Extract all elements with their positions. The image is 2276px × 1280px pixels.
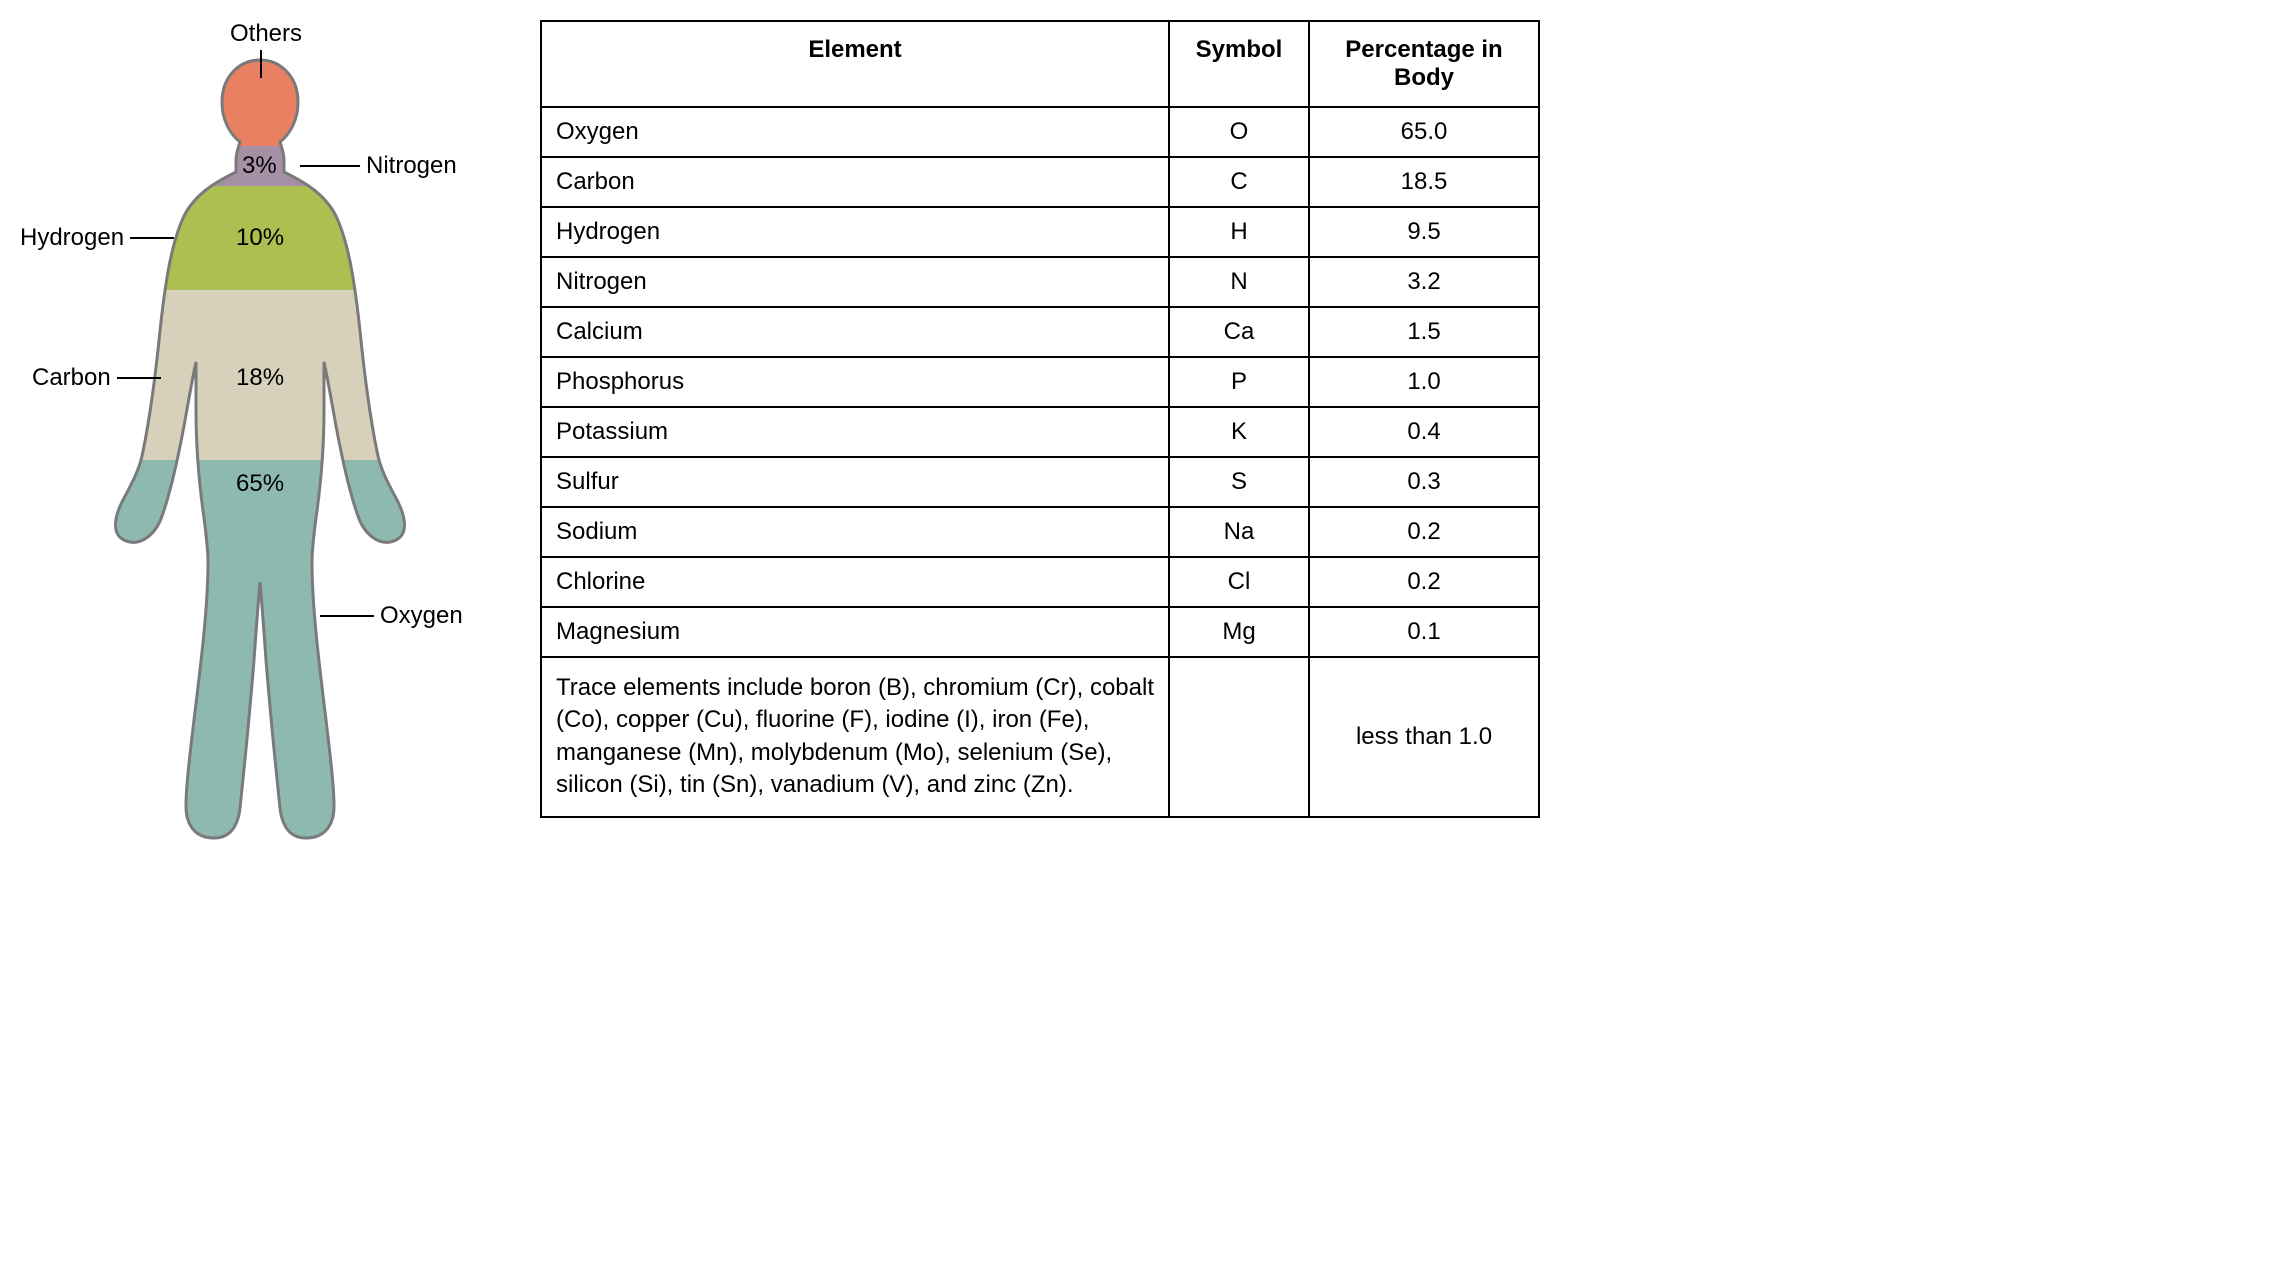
table-row: OxygenO65.0 (541, 107, 1539, 157)
callout-nitrogen-text: Nitrogen (366, 152, 457, 180)
elements-table-panel: Element Symbol Percentage in Body Oxygen… (540, 20, 2256, 818)
cell-element: Chlorine (541, 557, 1169, 607)
table-row: SodiumNa0.2 (541, 507, 1539, 557)
cell-symbol: K (1169, 407, 1309, 457)
table-row: HydrogenH9.5 (541, 207, 1539, 257)
table-row: SulfurS0.3 (541, 457, 1539, 507)
cell-symbol: Cl (1169, 557, 1309, 607)
cell-symbol: P (1169, 357, 1309, 407)
layout-container: Others Nitrogen Hydrogen Carbon Oxygen 3… (20, 20, 2256, 880)
table-row-trace: Trace elements include boron (B), chromi… (541, 657, 1539, 817)
cell-percent: 0.3 (1309, 457, 1539, 507)
callout-oxygen-text: Oxygen (380, 602, 463, 630)
table-row: ChlorineCl0.2 (541, 557, 1539, 607)
callout-others: Others (230, 20, 302, 48)
leader-oxygen (320, 615, 374, 617)
region-oxygen (100, 460, 420, 850)
leader-nitrogen (300, 165, 360, 167)
callout-others-text: Others (230, 20, 302, 48)
th-symbol: Symbol (1169, 21, 1309, 107)
cell-percent: 3.2 (1309, 257, 1539, 307)
th-percent: Percentage in Body (1309, 21, 1539, 107)
cell-percent: 0.1 (1309, 607, 1539, 657)
cell-symbol: H (1169, 207, 1309, 257)
cell-trace-symbol (1169, 657, 1309, 817)
table-row: MagnesiumMg0.1 (541, 607, 1539, 657)
cell-symbol: Mg (1169, 607, 1309, 657)
callout-hydrogen: Hydrogen (20, 224, 174, 252)
cell-percent: 0.4 (1309, 407, 1539, 457)
table-row: PhosphorusP1.0 (541, 357, 1539, 407)
leader-hydrogen (130, 237, 174, 239)
table-row: CarbonC18.5 (541, 157, 1539, 207)
cell-symbol: Ca (1169, 307, 1309, 357)
cell-element: Phosphorus (541, 357, 1169, 407)
callout-oxygen: Oxygen (320, 602, 463, 630)
callout-nitrogen: Nitrogen (300, 152, 457, 180)
cell-symbol: S (1169, 457, 1309, 507)
cell-element: Oxygen (541, 107, 1169, 157)
pct-carbon: 18% (236, 364, 284, 392)
table-row: NitrogenN3.2 (541, 257, 1539, 307)
pct-nitrogen: 3% (242, 152, 277, 180)
callout-hydrogen-text: Hydrogen (20, 224, 124, 252)
body-figure: Others Nitrogen Hydrogen Carbon Oxygen 3… (20, 20, 500, 880)
cell-percent: 1.5 (1309, 307, 1539, 357)
cell-trace-text: Trace elements include boron (B), chromi… (541, 657, 1169, 817)
cell-percent: 0.2 (1309, 507, 1539, 557)
th-element: Element (541, 21, 1169, 107)
callout-carbon-text: Carbon (32, 364, 111, 392)
cell-element: Sodium (541, 507, 1169, 557)
callout-carbon: Carbon (32, 364, 161, 392)
cell-element: Hydrogen (541, 207, 1169, 257)
cell-percent: 0.2 (1309, 557, 1539, 607)
leader-others (260, 50, 262, 78)
cell-element: Carbon (541, 157, 1169, 207)
pct-oxygen: 65% (236, 470, 284, 498)
cell-percent: 9.5 (1309, 207, 1539, 257)
table-row: PotassiumK0.4 (541, 407, 1539, 457)
cell-symbol: O (1169, 107, 1309, 157)
cell-element: Sulfur (541, 457, 1169, 507)
leader-carbon (117, 377, 161, 379)
cell-percent: 18.5 (1309, 157, 1539, 207)
cell-percent: 65.0 (1309, 107, 1539, 157)
elements-table: Element Symbol Percentage in Body Oxygen… (540, 20, 1540, 818)
cell-symbol: Na (1169, 507, 1309, 557)
cell-element: Calcium (541, 307, 1169, 357)
table-row: CalciumCa1.5 (541, 307, 1539, 357)
cell-symbol: C (1169, 157, 1309, 207)
cell-trace-percent: less than 1.0 (1309, 657, 1539, 817)
cell-symbol: N (1169, 257, 1309, 307)
cell-element: Potassium (541, 407, 1169, 457)
pct-hydrogen: 10% (236, 224, 284, 252)
cell-percent: 1.0 (1309, 357, 1539, 407)
cell-element: Nitrogen (541, 257, 1169, 307)
table-header-row: Element Symbol Percentage in Body (541, 21, 1539, 107)
cell-element: Magnesium (541, 607, 1169, 657)
